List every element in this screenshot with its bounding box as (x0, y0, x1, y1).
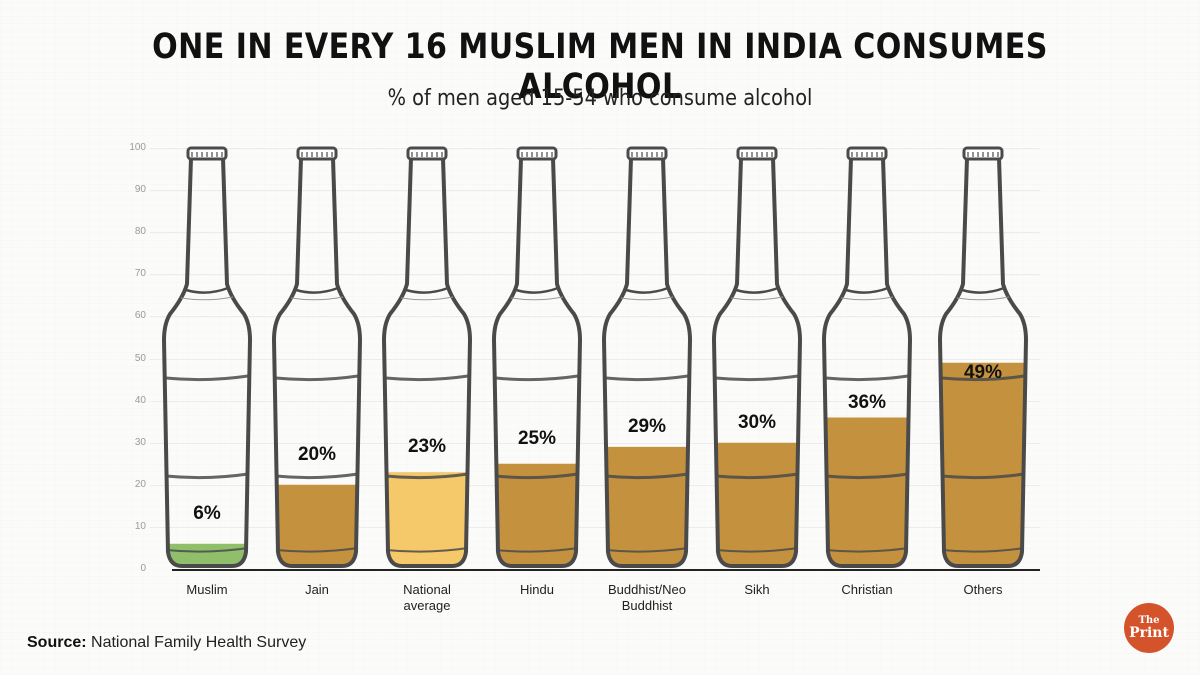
x-axis-line (172, 569, 1040, 571)
bottle-bar (492, 146, 582, 568)
x-axis-label: Muslim (186, 582, 228, 597)
source-note: Source: National Family Health Survey (27, 634, 306, 652)
x-axis-label: Sikh (744, 582, 770, 597)
bottle-outline-icon (492, 157, 582, 568)
liquid-fill (606, 446, 688, 565)
bottle-bar (938, 146, 1028, 568)
x-axis-label: Hindu (520, 582, 554, 597)
bottle-outline-icon (162, 157, 252, 568)
gridline (150, 232, 1040, 234)
value-label: 36% (847, 392, 887, 413)
liquid-fill (276, 484, 358, 565)
y-tick-label: 20 (134, 478, 146, 490)
source-text: National Family Health Survey (91, 634, 307, 651)
bottle-bar (822, 146, 912, 568)
y-tick-label: 80 (134, 226, 146, 238)
value-label: 25% (517, 428, 557, 449)
chart-subtitle: % of men aged 15-54 who consume alcohol (387, 86, 813, 111)
bottle-outline-icon (272, 157, 362, 568)
bottle-outline-icon (712, 157, 802, 568)
liquid-fill (386, 472, 468, 565)
liquid-fill (826, 417, 908, 565)
gridline (150, 316, 1040, 318)
logo-line1: The (1138, 615, 1160, 626)
gridline (150, 274, 1040, 276)
theprint-logo: The Print (1124, 603, 1174, 653)
y-tick-label: 0 (140, 563, 146, 574)
bottle-outline-icon (602, 157, 692, 568)
gridline (150, 190, 1040, 192)
y-tick-label: 40 (134, 394, 146, 406)
y-tick-label: 100 (129, 142, 146, 153)
liquid-fill (166, 543, 248, 565)
value-label: 23% (407, 436, 447, 457)
x-axis-label: Buddhist/Neo Buddhist (607, 582, 687, 613)
bottle-outline-icon (822, 157, 912, 568)
chart-title: ONE IN EVERY 16 MUSLIM MEN IN INDIA CONS… (152, 27, 1048, 107)
x-axis-label: Jain (305, 582, 329, 597)
gridline (150, 442, 1040, 444)
gridline (150, 358, 1040, 360)
value-label: 49% (963, 362, 1003, 383)
gridline (150, 400, 1040, 402)
y-tick-label: 90 (134, 184, 146, 196)
x-axis-label: Christian (841, 582, 893, 597)
bottle-bar (272, 146, 362, 568)
x-axis-label: National average (403, 582, 451, 613)
y-tick-label: 60 (134, 310, 146, 322)
bottle-bar (382, 146, 472, 568)
bottle-bar (162, 146, 252, 568)
bottle-bar (602, 146, 692, 568)
y-tick-label: 30 (134, 436, 146, 448)
gridline (150, 484, 1040, 486)
y-tick-label: 10 (134, 520, 146, 532)
y-tick-label: 70 (134, 268, 146, 280)
bottle-outline-icon (382, 157, 472, 568)
liquid-fill (716, 442, 798, 565)
value-label: 29% (627, 416, 667, 437)
liquid-fill (942, 362, 1024, 565)
value-label: 20% (297, 444, 337, 465)
bottle-outline-icon (938, 157, 1028, 568)
y-tick-label: 50 (134, 352, 146, 364)
value-label: 30% (737, 412, 777, 433)
gridline (150, 526, 1040, 528)
liquid-fill (496, 463, 578, 565)
source-label: Source: (27, 634, 87, 651)
value-label: 6% (193, 503, 221, 524)
gridline (150, 148, 1040, 149)
logo-line2: Print (1129, 625, 1169, 641)
x-axis-label: Others (963, 582, 1003, 597)
bottle-bar (712, 146, 802, 568)
